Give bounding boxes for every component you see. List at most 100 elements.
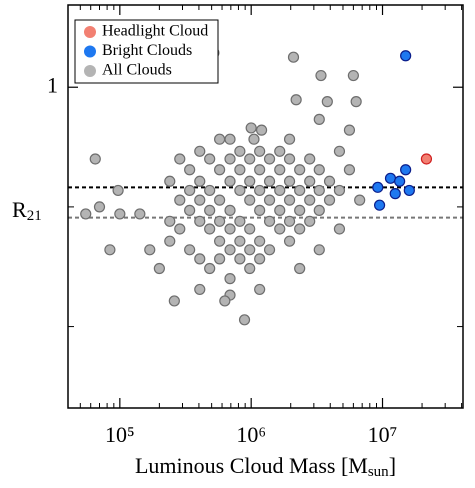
data-point	[372, 181, 384, 193]
data-point	[287, 51, 300, 63]
data-point	[373, 199, 386, 211]
data-point	[144, 244, 156, 256]
y-tick-label: 1	[47, 72, 58, 97]
data-point	[224, 175, 236, 187]
data-point	[294, 184, 306, 197]
data-point	[283, 175, 296, 187]
data-point	[164, 215, 176, 227]
data-point	[214, 235, 226, 247]
data-point	[389, 188, 401, 200]
data-point	[224, 244, 236, 256]
data-point	[89, 153, 101, 165]
data-point	[304, 194, 316, 206]
data-point	[254, 283, 266, 296]
legend-marker	[84, 26, 96, 38]
data-point	[214, 253, 226, 265]
data-point	[234, 145, 246, 157]
data-point	[194, 194, 206, 206]
data-point	[254, 253, 266, 265]
data-point	[194, 253, 206, 265]
data-point	[321, 96, 333, 108]
data-point	[194, 175, 206, 187]
data-point	[347, 69, 359, 82]
data-point	[234, 215, 246, 227]
data-point	[304, 175, 316, 187]
data-point	[244, 262, 256, 275]
data-point	[244, 223, 256, 235]
data-point	[283, 235, 296, 247]
data-point	[313, 164, 325, 176]
x-axis-label-end: ]	[389, 453, 396, 478]
data-point	[315, 69, 327, 82]
data-point	[255, 124, 268, 136]
data-point	[194, 215, 206, 227]
data-point	[248, 133, 260, 145]
data-point	[420, 153, 433, 165]
data-point	[263, 215, 276, 227]
data-point	[224, 223, 236, 235]
data-point	[224, 133, 236, 145]
data-point	[304, 215, 316, 227]
data-point	[164, 175, 176, 187]
data-point	[313, 204, 325, 216]
data-point	[323, 175, 336, 187]
data-point	[214, 133, 226, 145]
data-point	[400, 164, 412, 176]
data-point	[394, 175, 406, 187]
data-point	[294, 204, 306, 216]
data-point	[290, 94, 302, 106]
data-point	[234, 235, 246, 247]
data-point	[244, 244, 256, 256]
data-point	[153, 262, 165, 275]
y-axis-label: R21	[12, 197, 42, 224]
data-point	[254, 145, 266, 157]
data-point	[234, 253, 246, 265]
data-point	[263, 175, 276, 187]
data-point	[245, 122, 257, 134]
data-point	[274, 164, 286, 176]
data-point	[204, 153, 216, 165]
data-point	[403, 184, 415, 197]
data-point	[333, 145, 346, 157]
data-point	[333, 223, 346, 235]
legend-label: Bright Clouds	[102, 42, 192, 59]
data-point	[294, 262, 306, 275]
data-point	[134, 208, 146, 220]
data-point	[254, 235, 266, 247]
data-point	[184, 164, 196, 176]
data-point	[350, 96, 362, 108]
x-tick-label: 10⁷	[368, 422, 398, 447]
data-point	[184, 184, 196, 197]
data-point	[274, 145, 286, 157]
data-point	[204, 184, 216, 197]
data-point	[274, 184, 286, 197]
legend-marker	[84, 65, 96, 77]
data-point	[238, 314, 251, 326]
data-point	[80, 208, 92, 220]
data-point	[254, 164, 266, 176]
data-point	[343, 124, 356, 136]
legend-box	[74, 19, 219, 84]
data-point	[304, 153, 316, 165]
data-point	[219, 295, 231, 307]
data-point	[234, 164, 246, 176]
legend-label: All Clouds	[102, 62, 172, 79]
data-point	[174, 153, 186, 165]
data-point	[294, 164, 306, 176]
data-point	[114, 208, 126, 220]
data-point	[400, 50, 412, 62]
legend-marker	[84, 45, 96, 58]
data-point	[244, 194, 256, 206]
data-point	[274, 223, 286, 235]
data-point	[283, 194, 296, 206]
data-point	[263, 244, 276, 256]
x-tick-label: 10⁶	[236, 422, 266, 447]
data-point	[214, 215, 226, 227]
data-point	[194, 283, 206, 296]
data-point	[323, 194, 336, 206]
data-point	[333, 184, 346, 197]
data-point	[214, 194, 226, 206]
data-point	[283, 153, 296, 165]
data-point	[194, 145, 206, 157]
